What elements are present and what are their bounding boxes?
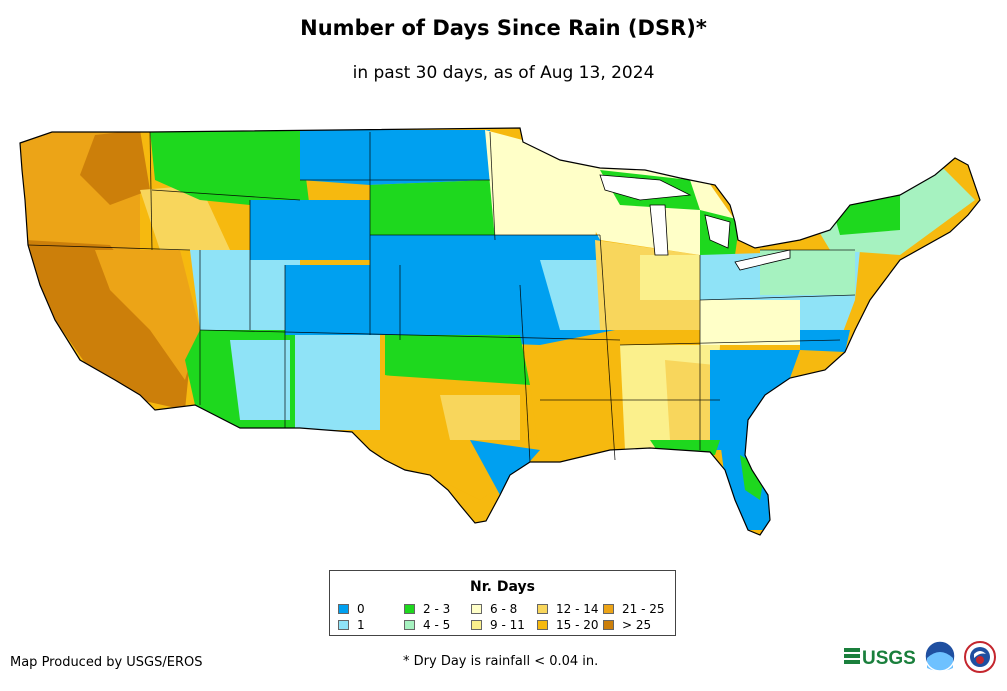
legend-swatch <box>471 604 482 614</box>
map-subtitle: in past 30 days, as of Aug 13, 2024 <box>352 63 655 83</box>
legend-label: 6 - 8 <box>490 602 518 616</box>
legend-swatch <box>537 620 548 630</box>
legend-item: > 25 <box>603 618 651 632</box>
legend-item: 4 - 5 <box>404 618 450 632</box>
legend-label: 1 <box>357 618 365 632</box>
legend-item: 6 - 8 <box>471 602 517 616</box>
legend-item: 0 <box>338 602 365 616</box>
legend-item: 1 <box>338 618 365 632</box>
usgs-logo-text: USGS <box>862 648 916 669</box>
legend-label: 21 - 25 <box>622 602 665 616</box>
lake-huron <box>704 214 731 249</box>
dsr-shading <box>20 128 980 535</box>
legend-swatch <box>603 604 614 614</box>
legend: Nr. Days 0 1 2 - 3 4 - 5 6 - 8 9 - 11 12… <box>329 570 676 636</box>
legend-item: 12 - 14 <box>537 602 599 616</box>
legend-label: > 25 <box>622 618 652 632</box>
legend-swatch <box>471 620 482 630</box>
lake-michigan <box>649 204 669 256</box>
legend-swatch <box>338 620 349 630</box>
legend-title: Nr. Days <box>470 579 535 595</box>
legend-item: 2 - 3 <box>404 602 450 616</box>
legend-label: 2 - 3 <box>423 602 451 616</box>
nws-logo <box>964 641 996 673</box>
lake-erie <box>734 249 791 271</box>
legend-label: 0 <box>357 602 365 616</box>
noaa-logo <box>924 640 956 672</box>
legend-item: 9 - 11 <box>471 618 525 632</box>
legend-swatch <box>537 604 548 614</box>
agency-logos: USGS <box>844 640 996 673</box>
legend-label: 9 - 11 <box>490 618 525 632</box>
legend-swatch <box>404 620 415 630</box>
legend-swatch <box>603 620 614 630</box>
map-title: Number of Days Since Rain (DSR)* <box>300 16 707 40</box>
legend-label: 15 - 20 <box>556 618 599 632</box>
legend-label: 12 - 14 <box>556 602 599 616</box>
credit-text: Map Produced by USGS/EROS <box>10 655 203 670</box>
legend-swatch <box>338 604 349 614</box>
legend-swatch <box>404 604 415 614</box>
state-boundaries <box>27 131 856 463</box>
usgs-logo: USGS <box>844 648 916 669</box>
legend-item: 21 - 25 <box>603 602 665 616</box>
footnote-text: * Dry Day is rainfall < 0.04 in. <box>403 654 599 669</box>
legend-item: 15 - 20 <box>537 618 599 632</box>
legend-label: 4 - 5 <box>423 618 451 632</box>
lake-superior <box>599 174 692 201</box>
